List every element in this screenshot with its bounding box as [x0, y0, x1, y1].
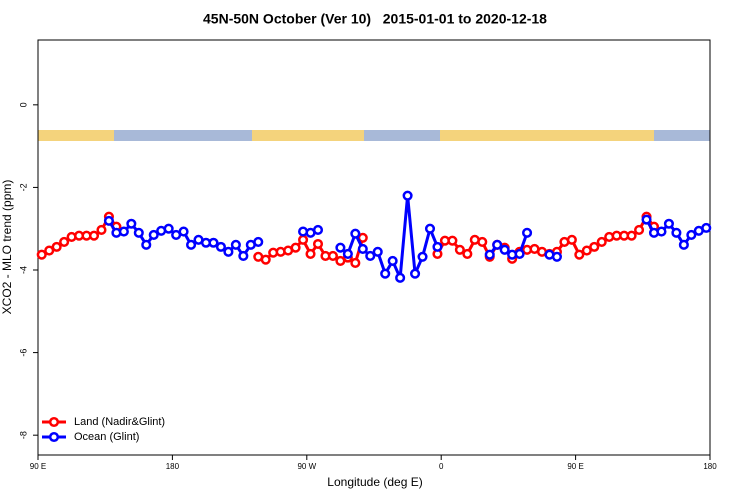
data-point	[335, 242, 346, 253]
data-point	[477, 236, 488, 247]
y-tick-label: -6	[18, 349, 28, 357]
data-point	[701, 222, 712, 233]
data-point	[327, 250, 338, 262]
legend-label: Land (Nadir&Glint)	[74, 416, 165, 428]
data-point	[566, 234, 577, 245]
data-point	[484, 249, 495, 260]
y-tick-label: -2	[18, 183, 28, 191]
data-point	[59, 236, 70, 247]
data-point	[447, 235, 458, 246]
data-point	[671, 227, 682, 238]
data-point	[290, 242, 301, 253]
data-point	[350, 228, 361, 239]
data-point	[522, 227, 533, 238]
plot-frame	[37, 39, 711, 456]
x-axis-label: Longitude (deg E)	[327, 475, 422, 489]
data-point	[312, 238, 324, 250]
x-tick-label: 180	[703, 462, 717, 471]
data-point	[462, 248, 473, 259]
data-point	[492, 239, 503, 250]
y-tick-label: -8	[18, 431, 28, 439]
data-point	[178, 226, 189, 237]
y-tick-label: 0	[18, 102, 28, 107]
data-point	[514, 248, 525, 259]
data-point	[51, 241, 62, 252]
data-point	[141, 239, 152, 250]
data-point	[454, 244, 465, 255]
data-point	[596, 236, 607, 247]
data-point	[589, 241, 600, 252]
data-point	[253, 236, 264, 247]
x-tick-label: 180	[166, 462, 180, 471]
legend-label: Ocean (Glint)	[74, 431, 139, 443]
data-point	[305, 248, 316, 259]
data-point	[626, 230, 637, 241]
legend-marker	[48, 416, 60, 428]
data-point	[133, 227, 144, 238]
data-point	[581, 245, 592, 256]
data-point	[298, 234, 309, 245]
data-point	[186, 239, 197, 250]
data-point	[365, 250, 376, 262]
data-point	[686, 229, 697, 240]
data-point	[574, 249, 585, 260]
x-tick-label: 90 E	[30, 462, 46, 471]
data-point	[357, 243, 368, 254]
y-axis-label: XCO2 - MLO trend (ppm)	[0, 180, 14, 315]
data-point	[148, 229, 159, 240]
data-point	[634, 224, 645, 236]
data-point	[402, 190, 413, 201]
data-point	[678, 239, 689, 250]
data-point	[410, 268, 421, 279]
data-point	[223, 246, 234, 257]
data-point	[350, 257, 361, 269]
land-sea-strip	[38, 130, 710, 141]
data-point	[387, 255, 398, 266]
x-tick-label: 90 E	[567, 462, 583, 471]
data-point	[215, 241, 226, 252]
x-tick-label: 0	[439, 462, 444, 471]
data-point	[230, 239, 241, 250]
data-point	[656, 226, 667, 237]
data-point	[380, 268, 391, 279]
data-point	[312, 224, 324, 236]
data-point	[424, 223, 436, 234]
data-point	[432, 241, 443, 252]
y-tick-label: -4	[18, 266, 28, 274]
chart-title: 45N-50N October (Ver 10) 2015-01-01 to 2…	[203, 11, 547, 27]
data-point	[208, 237, 219, 248]
data-point	[44, 245, 55, 256]
data-point	[36, 249, 47, 260]
data-point	[88, 230, 100, 241]
data-point	[126, 218, 137, 229]
data-point	[103, 215, 114, 226]
data-point	[96, 224, 107, 236]
data-point	[663, 218, 674, 229]
data-point	[551, 251, 562, 262]
legend-marker	[48, 431, 60, 443]
data-point	[417, 251, 428, 262]
data-point	[238, 250, 249, 262]
data-point	[372, 246, 383, 257]
data-point	[163, 223, 174, 234]
data-point	[395, 272, 406, 283]
data-point	[118, 226, 129, 237]
x-tick-label: 90 W	[297, 462, 316, 471]
data-point	[342, 248, 353, 259]
data-point	[641, 214, 652, 225]
data-point	[499, 244, 510, 255]
data-point	[260, 254, 271, 265]
